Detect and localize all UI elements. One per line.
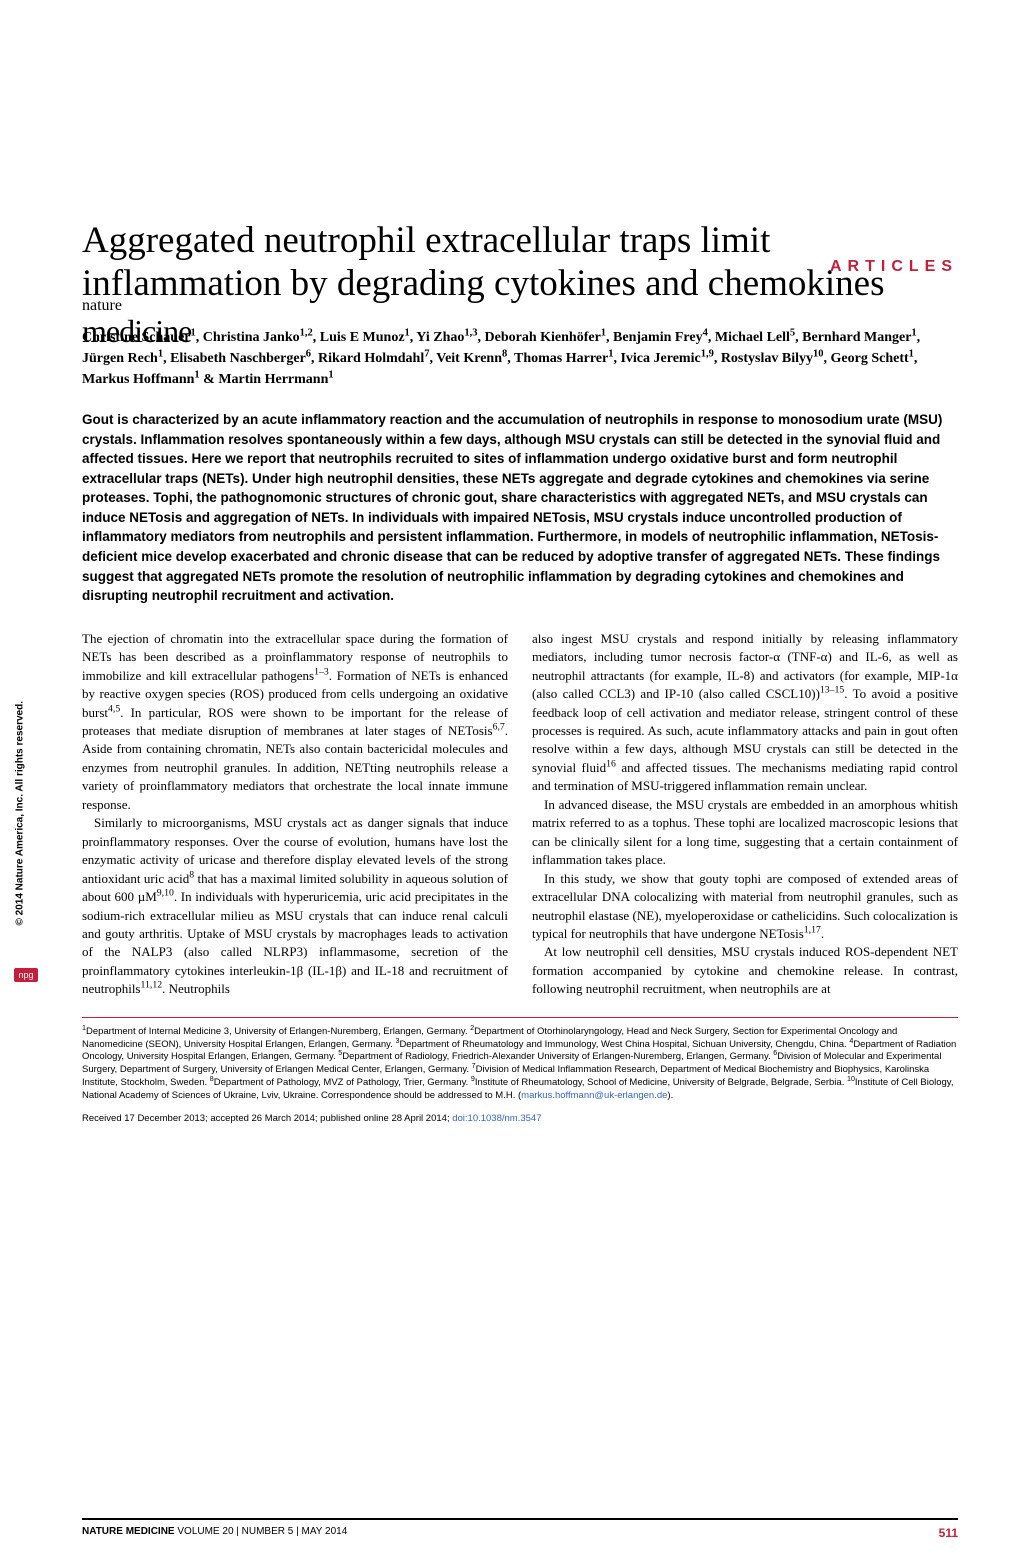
received-dates: Received 17 December 2013; accepted 26 M… — [82, 1113, 958, 1124]
footer-journal: NATURE MEDICINE — [82, 1526, 175, 1537]
paragraph: Similarly to microorganisms, MSU crystal… — [82, 814, 508, 999]
footer: NATURE MEDICINE VOLUME 20 | NUMBER 5 | M… — [82, 1518, 958, 1540]
npg-badge: npg — [14, 968, 38, 982]
logo-bottom: medicine — [82, 313, 191, 349]
logo-top: nature — [82, 300, 191, 313]
journal-logo: nature medicine — [82, 300, 191, 350]
body-text: The ejection of chromatin into the extra… — [82, 630, 958, 999]
page-number: 511 — [939, 1526, 958, 1540]
abstract: Gout is characterized by an acute inflam… — [82, 410, 958, 606]
footer-rule — [82, 1518, 958, 1520]
page: ARTICLES nature medicine Aggregated neut… — [0, 220, 1020, 1124]
paragraph: At low neutrophil cell densities, MSU cr… — [532, 943, 958, 998]
paragraph: In this study, we show that gouty tophi … — [532, 870, 958, 944]
article-title: Aggregated neutrophil extracellular trap… — [82, 220, 958, 305]
footer-volume: VOLUME 20 | NUMBER 5 | MAY 2014 — [175, 1526, 348, 1537]
footer-issue: NATURE MEDICINE VOLUME 20 | NUMBER 5 | M… — [82, 1526, 347, 1540]
paragraph: In advanced disease, the MSU crystals ar… — [532, 796, 958, 870]
paragraph: also ingest MSU crystals and respond ini… — [532, 630, 958, 796]
paragraph: The ejection of chromatin into the extra… — [82, 630, 508, 815]
affiliations: 1Department of Internal Medicine 3, Univ… — [82, 1026, 958, 1103]
authors: Christine Schauer1, Christina Janko1,2, … — [82, 327, 958, 390]
divider — [82, 1017, 958, 1018]
section-label: ARTICLES — [830, 258, 958, 276]
copyright-sidebar: © 2014 Nature America, Inc. All rights r… — [15, 701, 26, 926]
